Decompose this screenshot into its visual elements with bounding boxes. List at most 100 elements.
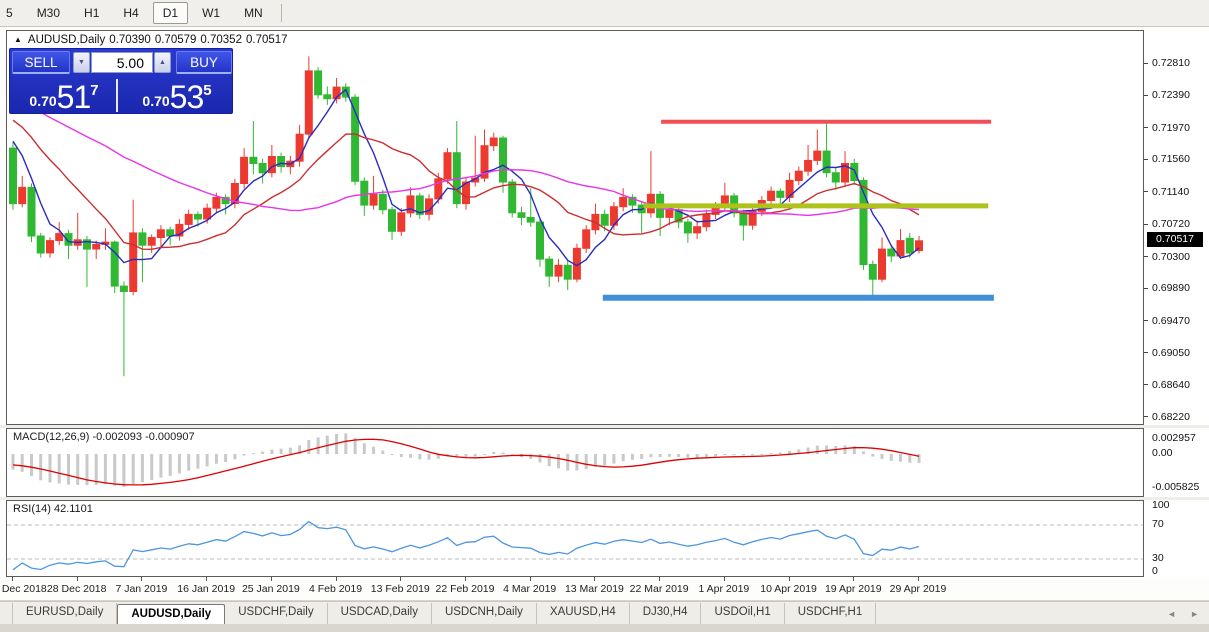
tab-scroll-nav: ◄ ►: [1167, 603, 1199, 624]
price-axis-label: 0.70720: [1152, 218, 1190, 231]
price-axis-tick: [1144, 320, 1148, 322]
price-axis-tick: [1144, 62, 1148, 64]
chart-symbol-label: AUDUSD,Daily: [27, 34, 106, 46]
price-axis-label: 0.71560: [1152, 153, 1190, 166]
date-axis-label: 29 Apr 2019: [889, 583, 947, 595]
timeframe-button-h1[interactable]: H1: [84, 6, 100, 20]
macd-label: MACD(12,26,9) -0.002093 -0.000907: [13, 431, 195, 443]
date-axis-label: 22 Mar 2019: [629, 583, 689, 595]
chart-tab-usdoil-h1[interactable]: USDOil,H1: [701, 603, 785, 624]
chart-tab-usdcnh-daily[interactable]: USDCNH,Daily: [432, 603, 537, 624]
chart-tab-eurusd-daily[interactable]: EURUSD,Daily: [12, 603, 118, 624]
timeframe-button-d1[interactable]: D1: [152, 2, 189, 24]
date-axis-tick: [141, 577, 143, 581]
date-axis-label: 28 Dec 2018: [46, 583, 107, 595]
toolbar-separator: [280, 4, 282, 22]
price-axis-tick: [1144, 352, 1148, 354]
date-axis-tick: [723, 577, 725, 581]
date-axis-tick: [529, 577, 531, 581]
date-axis-label: 25 Jan 2019: [241, 583, 300, 595]
price-axis-tick: [1144, 384, 1148, 386]
price-axis-tick: [1144, 256, 1148, 258]
timeframe-button-h4[interactable]: H4: [123, 6, 139, 20]
date-axis-tick: [788, 577, 790, 581]
price-axis-tick: [1144, 191, 1148, 193]
chart-tab-usdcad-daily[interactable]: USDCAD,Daily: [328, 603, 432, 624]
panel-separator[interactable]: [0, 425, 1209, 428]
macd-axis-zero: 0.00: [1152, 447, 1173, 459]
date-axis-tick: [465, 577, 466, 581]
timeframe-button-5[interactable]: 5: [6, 6, 13, 20]
rsi-canvas[interactable]: [7, 501, 1143, 576]
date-axis-tick: [594, 577, 596, 581]
volume-decrease-button[interactable]: ▼: [73, 52, 90, 73]
price-axis-tick: [1144, 416, 1148, 418]
price-chart-canvas[interactable]: [7, 31, 1143, 424]
timeframe-button-m30[interactable]: M30: [36, 6, 61, 20]
date-axis-tick: [853, 577, 855, 581]
chart-tab-usdchf-daily[interactable]: USDCHF,Daily: [225, 603, 328, 624]
price-axis-tick: [1144, 287, 1148, 289]
volume-input[interactable]: 5.00: [91, 52, 153, 73]
tab-scroll-right-icon[interactable]: ►: [1190, 608, 1199, 619]
volume-increase-button[interactable]: ▲: [154, 52, 171, 73]
date-axis-tick: [206, 577, 208, 581]
price-axis-label: 0.69050: [1152, 346, 1190, 359]
buy-price-quote[interactable]: 0.70535: [122, 79, 232, 115]
price-chart-panel: ▲ AUDUSD,Daily 0.70390 0.70579 0.70352 0.7051…: [6, 30, 1144, 425]
rsi-indicator-panel: RSI(14) 42.1101: [6, 500, 1144, 577]
date-axis-tick: [400, 577, 402, 581]
date-axis-label: 13 Feb 2019: [370, 583, 430, 595]
current-price-marker: 0.70517: [1147, 232, 1203, 247]
date-axis-label: 4 Feb 2019: [308, 583, 363, 595]
ohlc-close: 0.70517: [245, 34, 288, 46]
macd-axis-max: 0.002957: [1152, 432, 1196, 444]
panel-separator[interactable]: [0, 497, 1209, 500]
ohlc-open: 0.70390: [109, 34, 151, 46]
price-axis-label: 0.69470: [1152, 314, 1190, 327]
sell-price-pip: 7: [90, 82, 99, 99]
price-axis-label: 0.70300: [1152, 250, 1190, 263]
rsi-axis-100: 100: [1152, 499, 1170, 511]
price-axis-label: 0.71140: [1152, 185, 1190, 198]
date-axis-tick: [659, 577, 661, 581]
price-axis-label: 0.71970: [1152, 121, 1190, 134]
date-axis-tick: [335, 577, 337, 581]
rsi-label: RSI(14) 42.1101: [13, 503, 93, 515]
tab-scroll-left-icon[interactable]: ◄: [1167, 608, 1177, 619]
macd-canvas[interactable]: [7, 429, 1143, 496]
buy-price-pip: 5: [203, 82, 212, 99]
timeframe-button-mn[interactable]: MN: [244, 6, 263, 20]
rsi-axis-0: 0: [1152, 565, 1158, 577]
chart-tab-audusd-daily[interactable]: AUDUSD,Daily: [117, 604, 226, 625]
date-axis-label: 7 Jan 2019: [115, 583, 168, 595]
timeframe-toolbar: 5 M30 H1 H4 D1 W1 MN: [0, 0, 1209, 27]
sell-button[interactable]: SELL: [12, 51, 70, 74]
chart-tab-xauusd-h4[interactable]: XAUUSD,H4: [537, 603, 630, 624]
date-axis-label: 13 Mar 2019: [564, 583, 624, 595]
price-axis-label: 0.69890: [1152, 282, 1190, 295]
ohlc-high: 0.70579: [154, 34, 197, 46]
macd-axis-min: -0.005825: [1152, 481, 1200, 493]
buy-price-prefix: 0.70: [142, 93, 170, 109]
price-axis-tick: [1144, 127, 1148, 129]
collapse-trade-panel-icon[interactable]: ▲: [14, 35, 22, 44]
buy-button[interactable]: BUY: [176, 51, 232, 74]
chart-tab-dj30-h4[interactable]: DJ30,H4: [630, 603, 702, 624]
sell-price-big: 51: [56, 79, 92, 115]
date-axis-label: 4 Mar 2019: [503, 583, 557, 595]
sell-price-quote[interactable]: 0.70517: [12, 79, 118, 115]
date-axis-tick: [270, 577, 272, 581]
date-axis-label: 19 Apr 2019: [824, 583, 882, 595]
trade-panel-controls: SELL ▼ 5.00 ▲ BUY: [10, 49, 234, 76]
chart-title: ▲ AUDUSD,Daily 0.70390 0.70579 0.70352 0.7051…: [14, 34, 292, 46]
price-axis-tick: [1144, 158, 1148, 160]
ohlc-low: 0.70352: [200, 34, 242, 46]
date-axis-label: 22 Feb 2019: [435, 583, 495, 595]
price-axis-label: 0.72390: [1152, 89, 1190, 102]
date-axis-tick: [76, 577, 78, 581]
timeframe-button-w1[interactable]: W1: [202, 6, 221, 20]
chart-tab-usdchf-h1[interactable]: USDCHF,H1: [785, 603, 877, 624]
